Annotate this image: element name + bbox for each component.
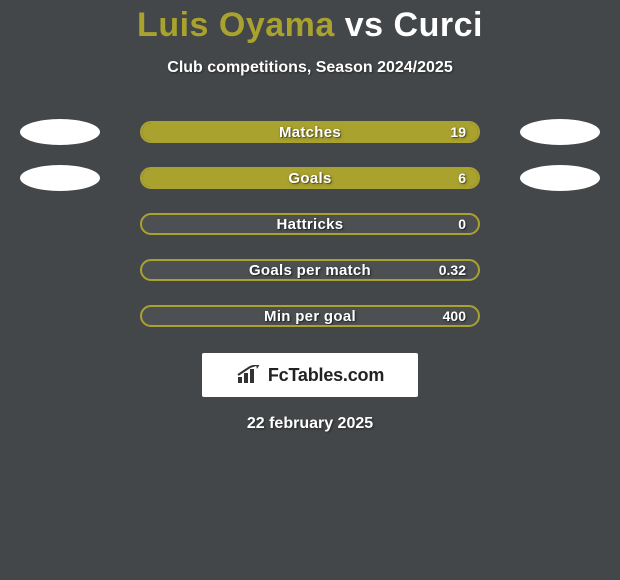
stat-row: Goals per match 0.32 [0, 259, 620, 281]
title-vs: vs [345, 6, 384, 44]
stat-bar: Min per goal 400 [140, 305, 480, 327]
comparison-card: Luis Oyama vs Curci Club competitions, S… [0, 0, 620, 580]
chart-icon [236, 365, 262, 385]
stat-row: Matches 19 [0, 121, 620, 143]
subtitle: Club competitions, Season 2024/2025 [0, 59, 620, 77]
player1-badge-icon [20, 165, 100, 191]
player2-badge-icon [520, 119, 600, 145]
stat-bar: Hattricks 0 [140, 213, 480, 235]
stat-label: Hattricks [142, 215, 478, 233]
stat-value: 0.32 [439, 261, 466, 279]
stat-bar: Goals per match 0.32 [140, 259, 480, 281]
stat-value: 6 [458, 169, 466, 187]
stats-list: Matches 19 Goals 6 Hattricks 0 [0, 121, 620, 327]
player1-badge-icon [20, 119, 100, 145]
stat-label: Min per goal [142, 307, 478, 325]
stat-value: 0 [458, 215, 466, 233]
title-player2: Curci [394, 6, 483, 44]
stat-label: Goals [142, 169, 478, 187]
player2-badge-icon [520, 165, 600, 191]
stat-row: Hattricks 0 [0, 213, 620, 235]
stat-value: 19 [450, 123, 466, 141]
stat-label: Goals per match [142, 261, 478, 279]
stat-bar: Matches 19 [140, 121, 480, 143]
date-label: 22 february 2025 [0, 415, 620, 433]
attribution-badge: FcTables.com [202, 353, 418, 397]
title-player1: Luis Oyama [137, 6, 335, 44]
stat-row: Min per goal 400 [0, 305, 620, 327]
stat-label: Matches [142, 123, 478, 141]
stat-row: Goals 6 [0, 167, 620, 189]
attribution-text: FcTables.com [268, 365, 384, 386]
page-title: Luis Oyama vs Curci [0, 0, 620, 45]
stat-bar: Goals 6 [140, 167, 480, 189]
stat-value: 400 [443, 307, 466, 325]
